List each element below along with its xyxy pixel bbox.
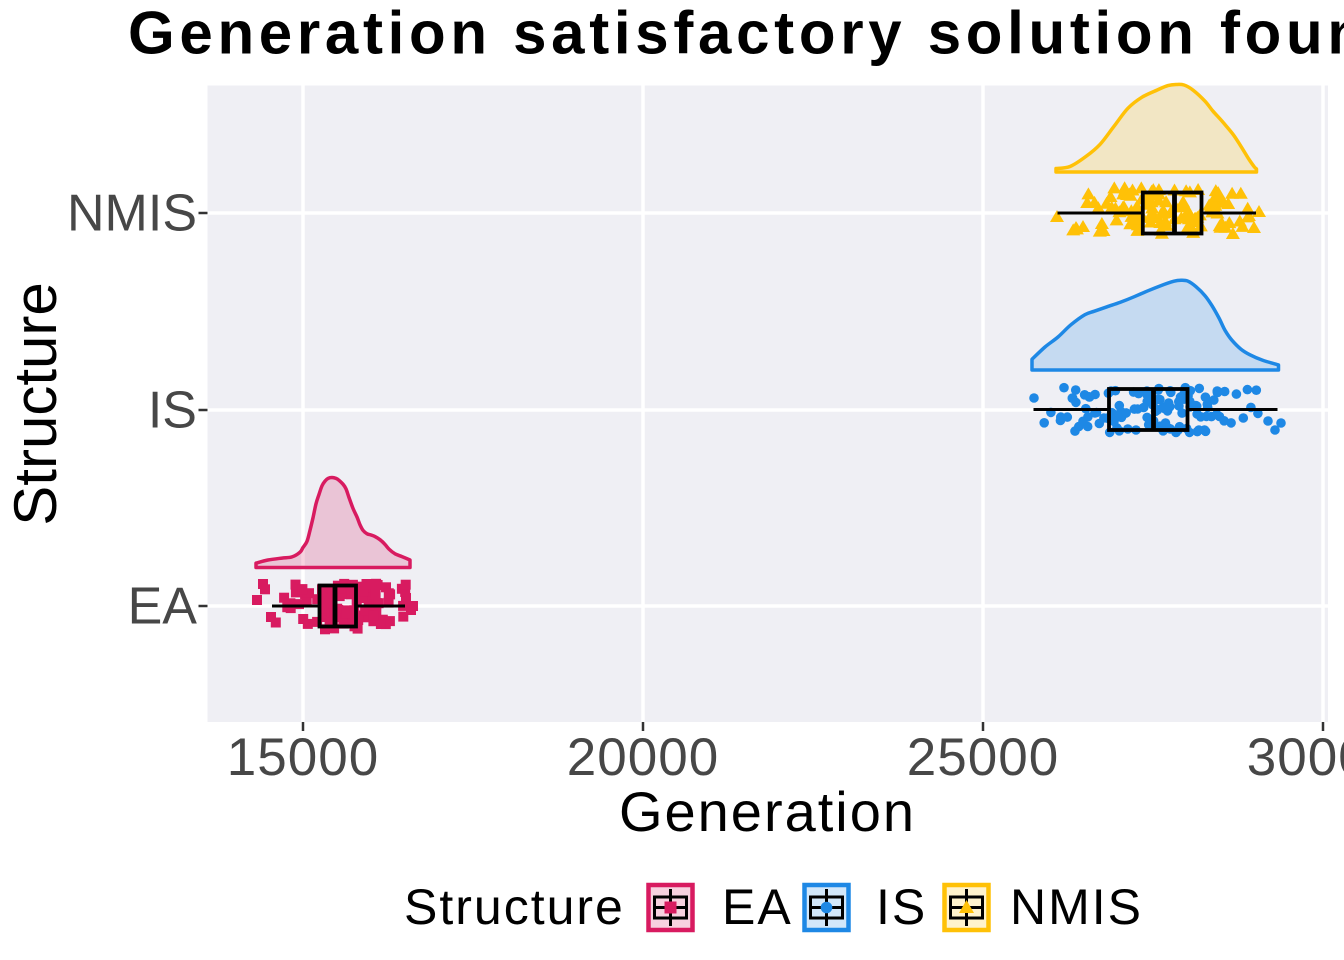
svg-text:20000: 20000 <box>567 728 719 787</box>
svg-text:Generation satisfactory soluti: Generation satisfactory solution found <box>128 0 1344 67</box>
svg-text:IS: IS <box>148 382 197 440</box>
svg-text:NMIS: NMIS <box>67 185 197 243</box>
svg-text:IS: IS <box>876 879 927 935</box>
svg-text:15000: 15000 <box>227 728 379 787</box>
svg-text:30000: 30000 <box>1247 728 1344 787</box>
svg-text:Structure: Structure <box>404 879 625 935</box>
svg-text:EA: EA <box>722 879 793 935</box>
svg-text:Structure: Structure <box>2 282 69 525</box>
svg-text:25000: 25000 <box>907 728 1059 787</box>
svg-text:NMIS: NMIS <box>1010 879 1143 935</box>
svg-text:Generation: Generation <box>619 780 916 843</box>
svg-text:EA: EA <box>128 578 198 636</box>
